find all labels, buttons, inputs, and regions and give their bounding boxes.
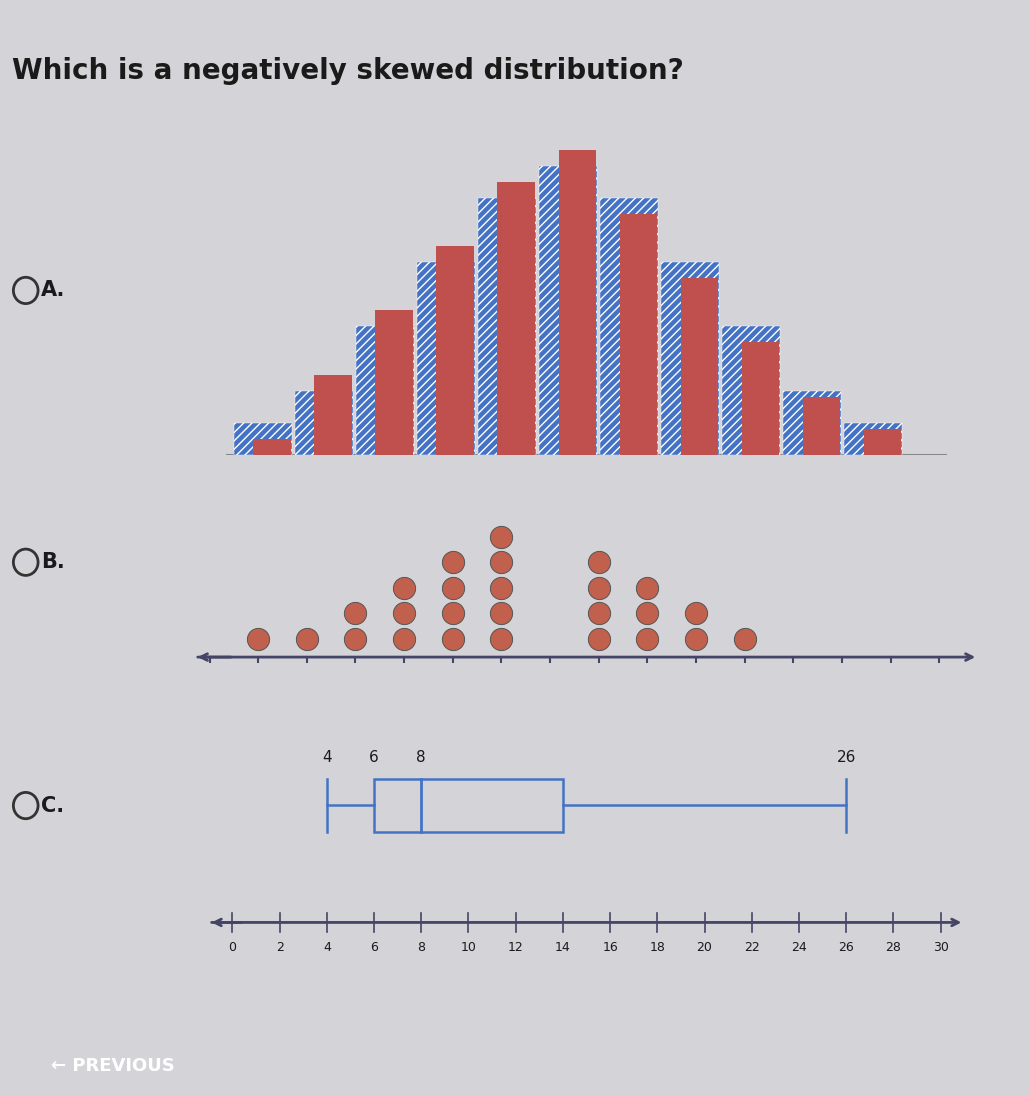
Bar — [376, 310, 413, 455]
Text: 4: 4 — [322, 751, 331, 765]
Bar — [417, 262, 475, 455]
Bar — [539, 165, 597, 455]
Text: 26: 26 — [839, 941, 854, 955]
Bar — [680, 278, 718, 455]
Text: 6: 6 — [369, 751, 379, 765]
Text: 12: 12 — [508, 941, 524, 955]
Text: 10: 10 — [461, 941, 476, 955]
Bar — [783, 390, 842, 455]
Text: 6: 6 — [370, 941, 378, 955]
Bar — [559, 149, 596, 455]
Text: 2: 2 — [276, 941, 284, 955]
Text: 30: 30 — [932, 941, 949, 955]
Bar — [253, 438, 291, 455]
Text: 4: 4 — [323, 941, 330, 955]
Bar — [436, 246, 474, 455]
Text: 28: 28 — [886, 941, 901, 955]
Text: 22: 22 — [744, 941, 759, 955]
Text: 0: 0 — [228, 941, 237, 955]
Text: 24: 24 — [791, 941, 807, 955]
Bar — [863, 430, 901, 455]
Bar — [722, 327, 780, 455]
Text: 26: 26 — [837, 751, 856, 765]
Bar — [295, 390, 353, 455]
Text: C.: C. — [41, 796, 64, 815]
Bar — [375, 779, 563, 832]
Text: 16: 16 — [602, 941, 618, 955]
Text: 20: 20 — [697, 941, 712, 955]
Bar — [619, 214, 658, 455]
Bar — [356, 327, 414, 455]
Text: 18: 18 — [649, 941, 666, 955]
Bar — [478, 197, 536, 455]
Text: Which is a negatively skewed distribution?: Which is a negatively skewed distributio… — [12, 57, 684, 85]
Bar — [742, 342, 779, 455]
Text: ← PREVIOUS: ← PREVIOUS — [51, 1057, 175, 1075]
Text: A.: A. — [41, 281, 66, 300]
Bar — [803, 397, 841, 455]
Bar — [234, 423, 292, 455]
Bar — [497, 182, 535, 455]
Bar — [600, 197, 659, 455]
Text: 8: 8 — [417, 751, 426, 765]
Bar — [845, 423, 902, 455]
Bar — [314, 375, 352, 455]
Text: 8: 8 — [418, 941, 425, 955]
Text: 14: 14 — [555, 941, 571, 955]
Text: B.: B. — [41, 552, 65, 572]
Bar — [662, 262, 719, 455]
